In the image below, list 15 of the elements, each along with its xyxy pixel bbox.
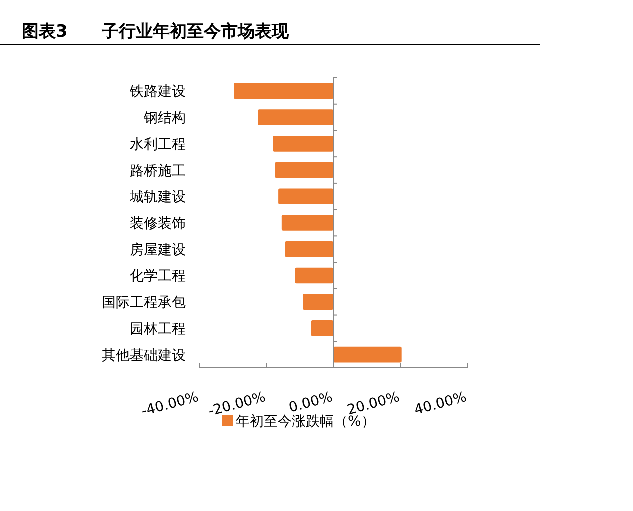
y-tick-label: 城轨建设 [129,190,186,206]
y-tick-label: 路桥施工 [130,163,186,180]
y-tick-label: 装修装饰 [130,216,186,232]
y-tick-label: 房屋建设 [130,242,186,258]
x-tick-label: 40.00% [412,389,469,419]
y-tick-label: 水利工程 [130,136,186,153]
y-tick-label: 钢结构 [143,110,186,127]
y-tick-label: 化学工程 [130,268,186,285]
y-tick-label: 其他基础建设 [102,348,186,364]
y-tick-label: 铁路建设 [129,84,186,100]
y-tick-label: 园林工程 [130,321,186,338]
x-tick-label: -40.00% [140,389,201,420]
y-tick-label: 国际工程承包 [102,295,186,312]
legend-label: 年初至今涨跌幅（%） [236,414,376,430]
chart-title: 图表3 子行业年初至今市场表现 [22,22,290,42]
